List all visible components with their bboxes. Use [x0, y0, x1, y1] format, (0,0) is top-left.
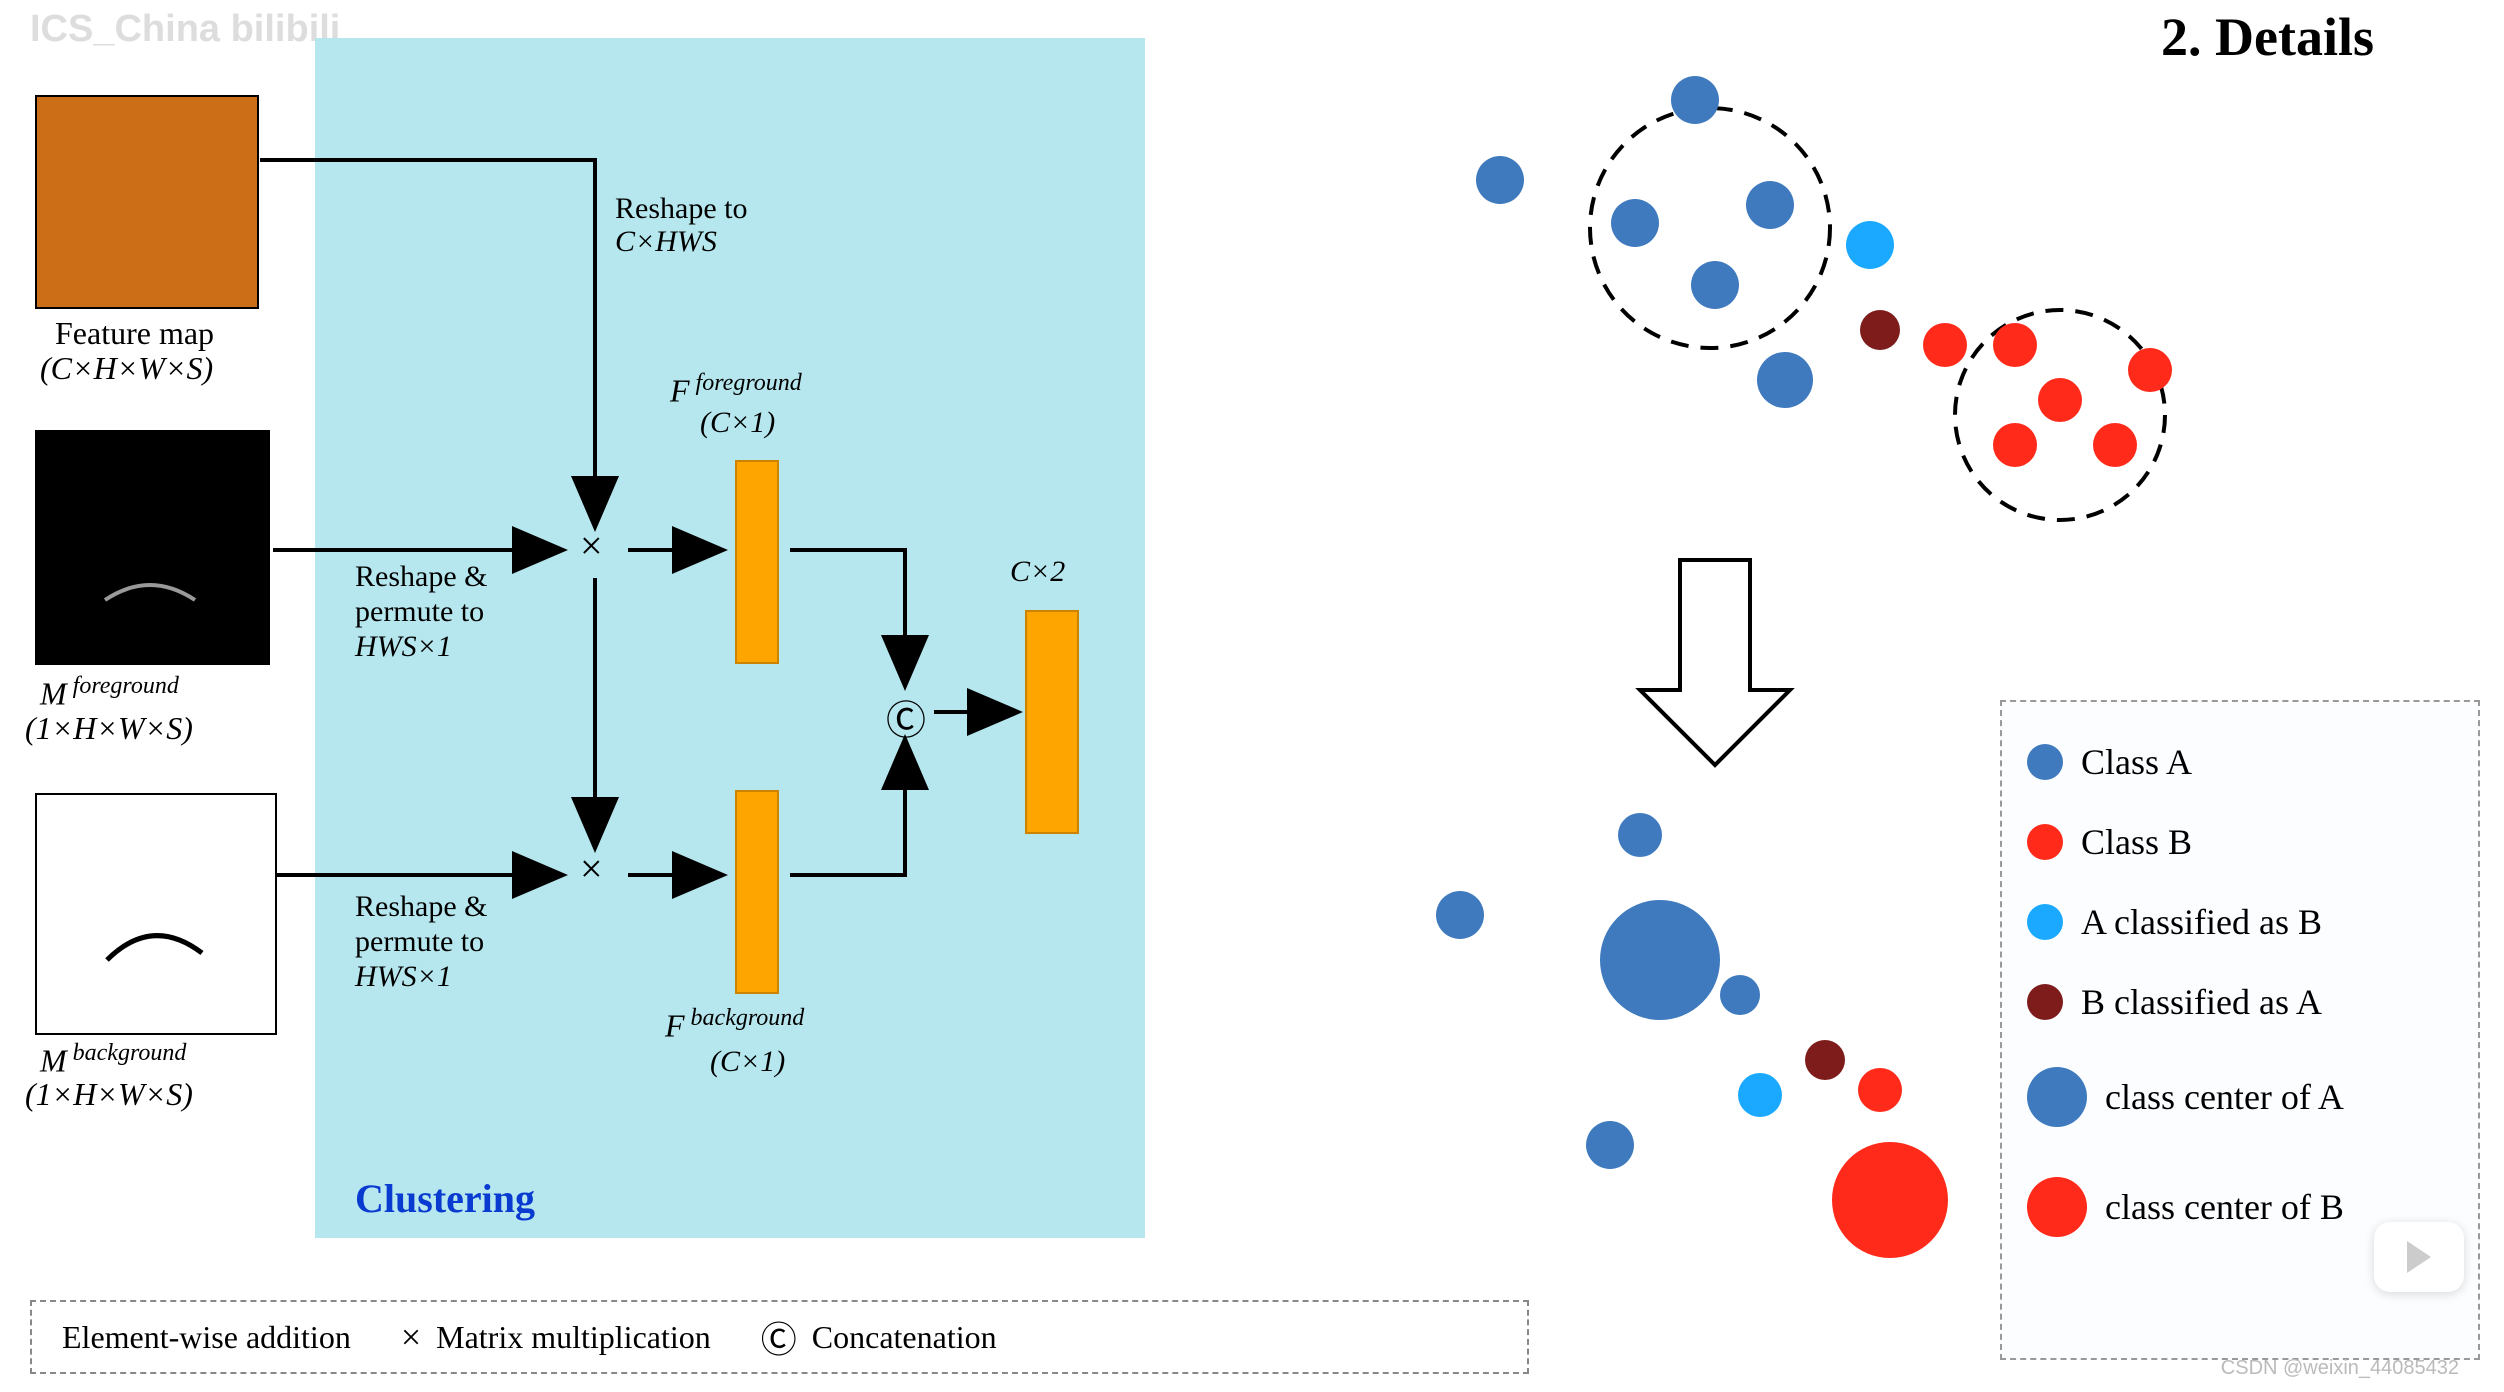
play-button[interactable]: [2374, 1222, 2464, 1292]
footer-watermark: CSDN @weixin_44085432: [2221, 1357, 2459, 1380]
big-down-arrow-icon: [1640, 560, 1790, 765]
dot-center-a: [2027, 1067, 2087, 1127]
label-class-a: Class A: [2081, 741, 2192, 783]
label-a-as-b: A classified as B: [2081, 901, 2322, 943]
dot-center-b: [2027, 1177, 2087, 1237]
legend-row-center-a: class center of A: [2027, 1042, 2453, 1152]
dot-a-as-b: [2027, 904, 2063, 940]
label-center-b: class center of B: [2105, 1186, 2344, 1228]
label-class-b: Class B: [2081, 821, 2192, 863]
label-b-as-a: B classified as A: [2081, 981, 2322, 1023]
legend-row-a-as-b: A classified as B: [2027, 882, 2453, 962]
dot-class-b: [2027, 824, 2063, 860]
legend-row-class-a: Class A: [2027, 722, 2453, 802]
legend-row-class-b: Class B: [2027, 802, 2453, 882]
dot-class-a: [2027, 744, 2063, 780]
legend-row-b-as-a: B classified as A: [2027, 962, 2453, 1042]
play-icon: [2407, 1241, 2431, 1273]
label-center-a: class center of A: [2105, 1076, 2344, 1118]
dot-b-as-a: [2027, 984, 2063, 1020]
